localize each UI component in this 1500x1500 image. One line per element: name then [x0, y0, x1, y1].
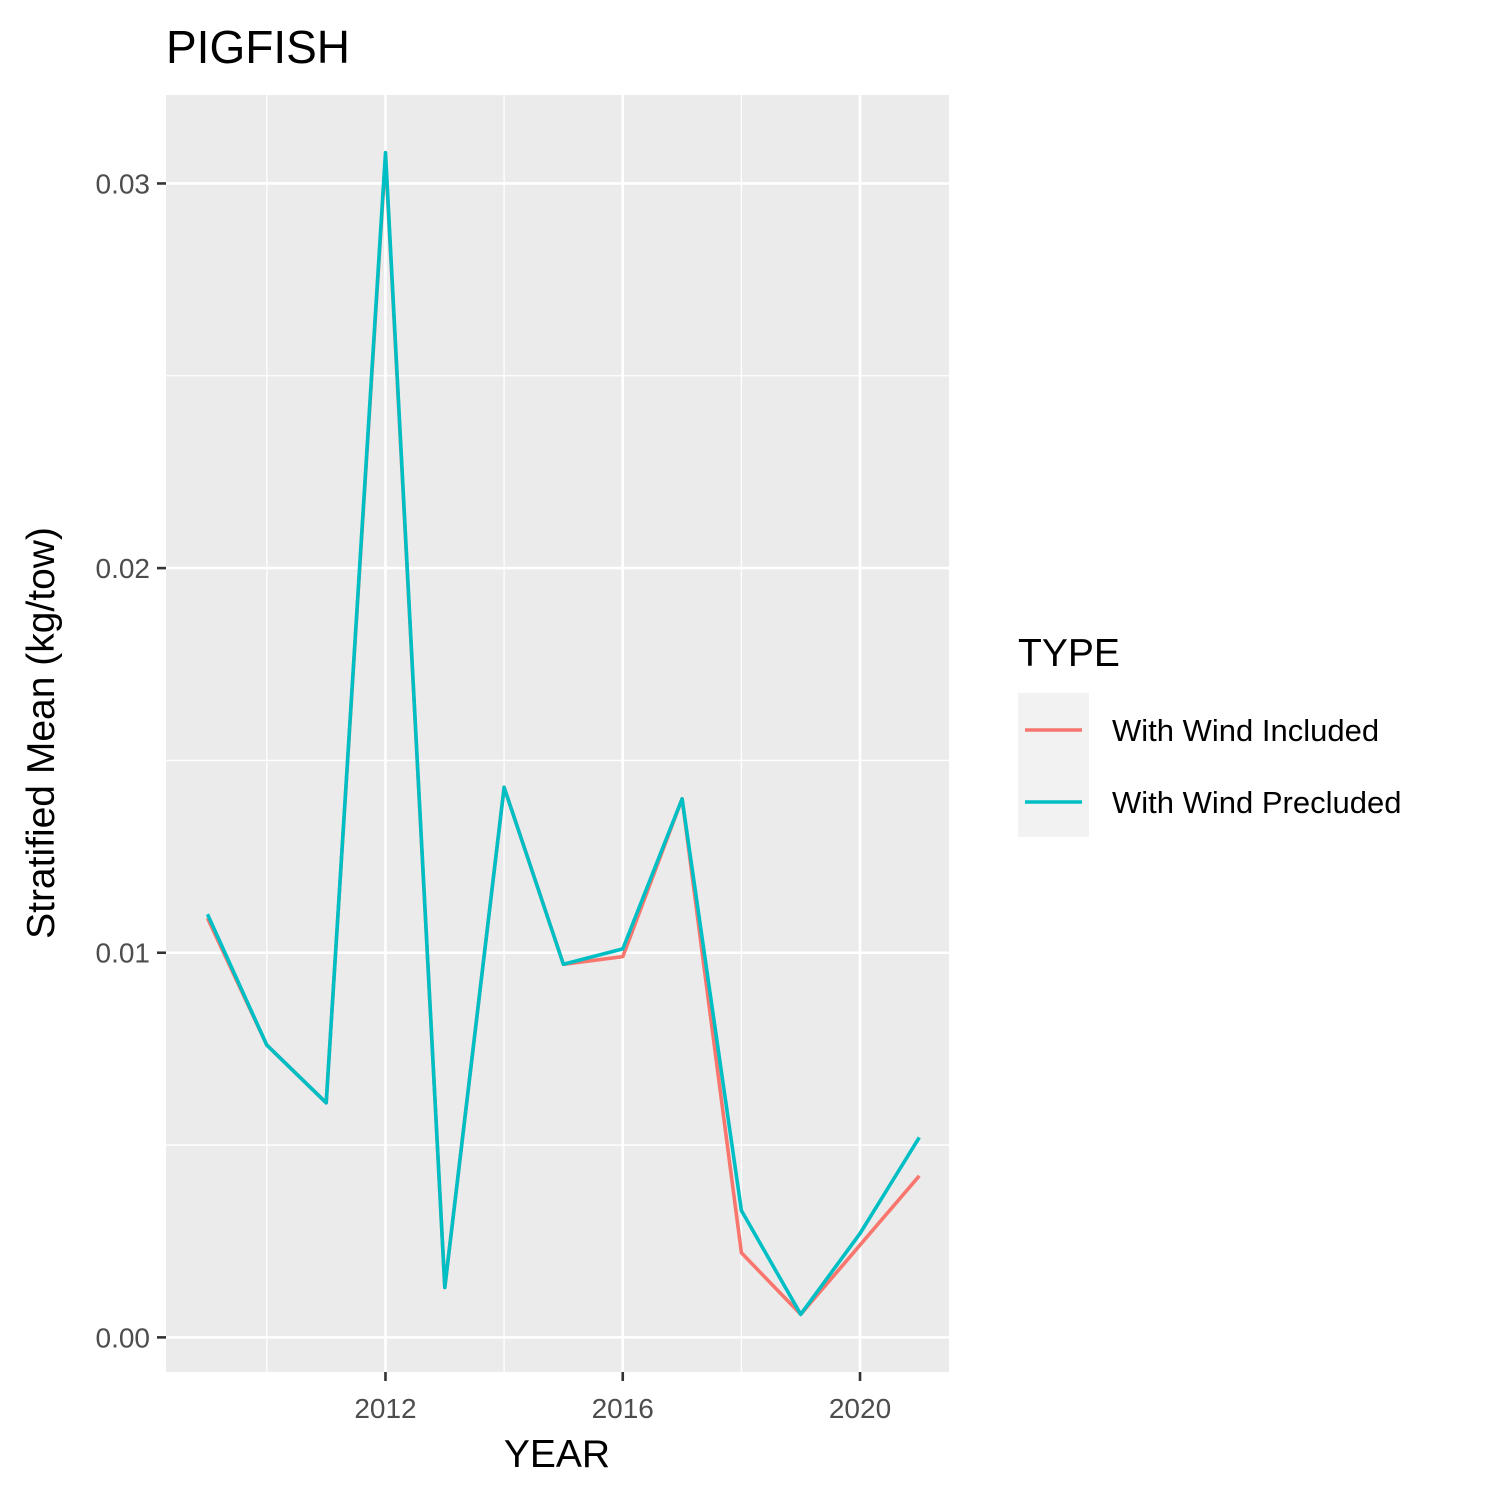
minor-gridlines [166, 95, 949, 1372]
legend-label-1: With Wind Included [1112, 713, 1379, 748]
chart-title: PIGFISH [166, 21, 350, 73]
series-lines [205, 150, 921, 1317]
legend-label-2: With Wind Precluded [1112, 785, 1401, 820]
y-tick-label: 0.02 [96, 553, 151, 584]
y-axis-title: Stratified Mean (kg/tow) [20, 527, 63, 939]
y-tick-label: 0.03 [96, 168, 151, 199]
legend-title: TYPE [1018, 632, 1120, 675]
series-line-2 [205, 150, 921, 1317]
y-tick-label: 0.01 [96, 938, 151, 969]
x-tick-label: 2020 [829, 1393, 891, 1424]
plot-panel [166, 95, 949, 1372]
y-tick-label: 0.00 [96, 1322, 151, 1353]
x-tick-label: 2016 [592, 1393, 654, 1424]
legend-keys-background [1018, 693, 1089, 837]
x-tick-label: 2012 [354, 1393, 416, 1424]
legend-items: With Wind Included With Wind Precluded [1025, 713, 1401, 820]
y-axis: 0.00 0.01 0.02 0.03 [96, 168, 166, 1353]
legend: TYPE With Wind Included With Wind Preclud… [1018, 632, 1401, 837]
x-axis: 2012 2016 2020 [354, 1372, 891, 1424]
x-axis-title: YEAR [504, 1433, 610, 1476]
major-gridlines [166, 95, 949, 1372]
